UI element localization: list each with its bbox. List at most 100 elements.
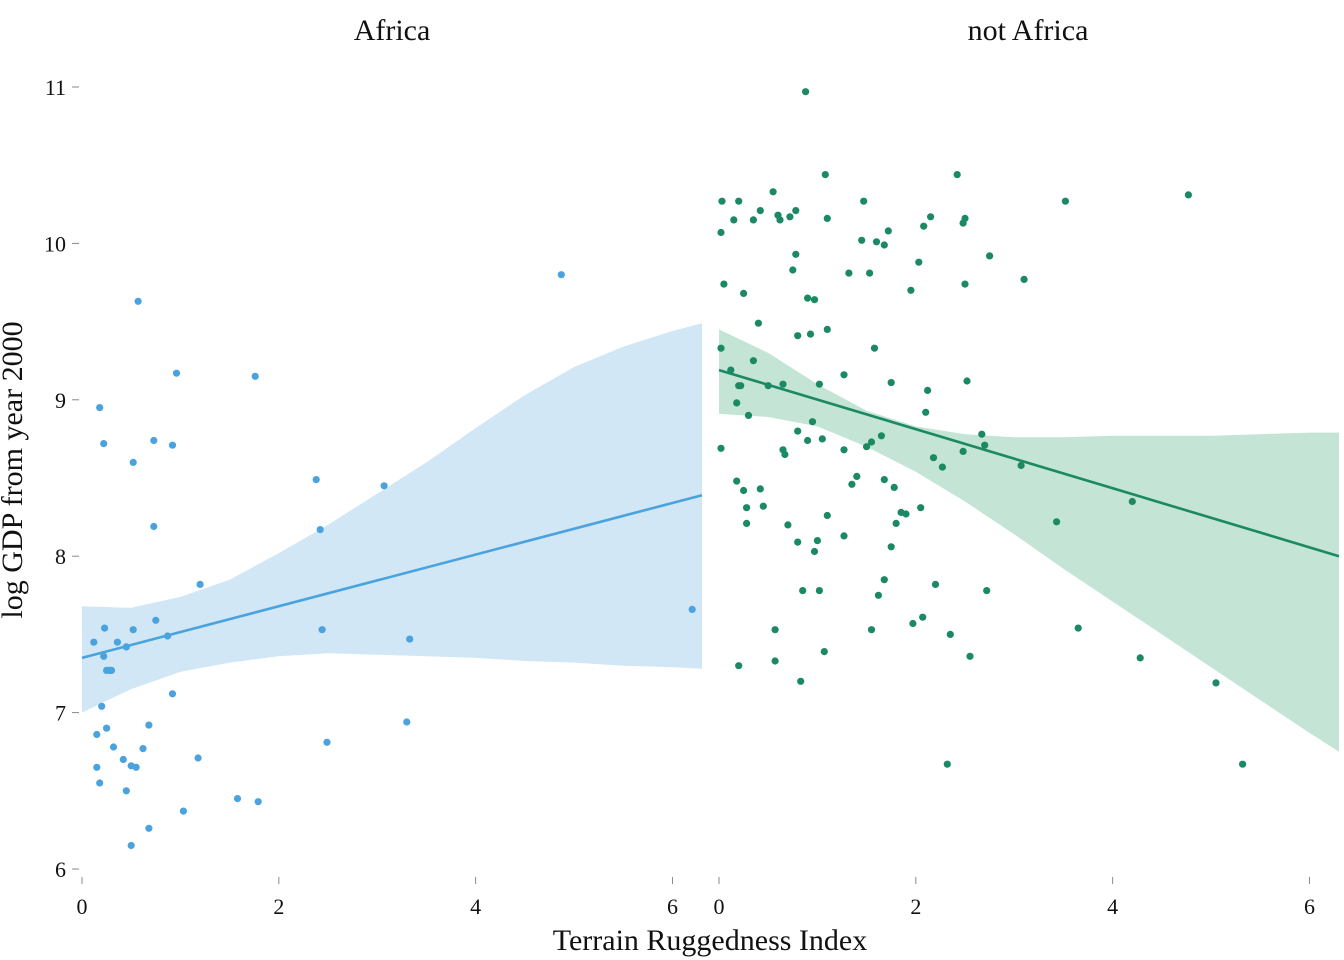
data-point (380, 482, 388, 490)
confidence-band (719, 329, 1339, 752)
data-point (922, 408, 930, 416)
data-point (1053, 518, 1061, 526)
data-point (779, 380, 787, 388)
data-point (840, 446, 848, 454)
data-point (931, 580, 940, 589)
data-point (179, 807, 187, 815)
data-point (792, 250, 800, 258)
data-point (863, 443, 871, 451)
data-point (880, 241, 888, 249)
data-point (1020, 275, 1028, 283)
y-tick-label: 11 (45, 75, 66, 100)
data-point (150, 436, 158, 445)
facet-title-not-africa: not Africa (968, 14, 1089, 47)
data-point (794, 427, 802, 435)
data-point (769, 188, 777, 196)
data-point (90, 638, 98, 646)
panel-not-africa-x-axis: 0 2 4 6 (714, 877, 1315, 919)
x-tick-label: 6 (667, 894, 678, 919)
facet-title-africa: Africa (354, 14, 431, 47)
data-point (733, 399, 741, 407)
panel-africa-trendline (81, 493, 703, 660)
data-point (794, 332, 802, 340)
data-point (688, 605, 696, 614)
data-point (815, 587, 824, 595)
data-point (872, 238, 881, 246)
panel-africa-band (82, 323, 702, 713)
trend-line (718, 368, 1340, 558)
data-point (759, 502, 767, 510)
data-point (887, 543, 895, 551)
data-point (880, 476, 888, 484)
data-point (737, 382, 745, 390)
data-point (323, 738, 331, 746)
data-point (718, 197, 726, 205)
data-point (821, 171, 829, 179)
data-point (799, 587, 807, 595)
data-point (983, 587, 991, 595)
data-point (943, 760, 951, 768)
trend-line (81, 493, 703, 660)
data-point (804, 294, 812, 302)
data-point (122, 643, 130, 651)
data-point (1061, 197, 1069, 205)
data-point (749, 357, 758, 365)
data-point (318, 626, 326, 634)
data-point (802, 88, 810, 96)
data-point (858, 236, 866, 244)
data-point (915, 258, 923, 266)
data-point (172, 369, 181, 377)
data-point (792, 207, 800, 215)
data-point (107, 666, 116, 675)
data-point (122, 787, 130, 795)
data-point (981, 441, 989, 449)
data-point (924, 386, 932, 394)
data-point (93, 730, 101, 739)
panel-africa-x-axis: 0 2 4 6 (77, 877, 678, 919)
data-point (749, 216, 758, 224)
data-point (961, 280, 969, 288)
data-point (917, 504, 925, 512)
data-point (727, 366, 735, 374)
data-point (853, 472, 861, 480)
data-point (101, 624, 109, 632)
data-point (818, 435, 826, 443)
data-point (733, 477, 741, 485)
data-point (961, 214, 969, 222)
data-point (756, 207, 764, 215)
data-point (919, 613, 927, 621)
data-point (867, 438, 876, 446)
data-point (953, 171, 961, 179)
data-point (815, 380, 824, 388)
data-point (874, 591, 883, 599)
data-point (907, 286, 915, 294)
panel-africa-points (90, 271, 696, 850)
data-point (902, 510, 910, 518)
data-point (150, 522, 158, 531)
data-point (1017, 461, 1025, 470)
data-point (946, 630, 954, 639)
panel-not-africa-trendline (718, 368, 1340, 558)
data-point (735, 197, 743, 205)
y-axis: 6 7 8 9 10 11 (44, 75, 79, 882)
data-point (730, 216, 738, 224)
x-tick-label: 4 (1107, 894, 1118, 919)
data-point (557, 271, 565, 279)
data-point (813, 537, 822, 545)
data-point (808, 418, 817, 426)
data-point (860, 197, 868, 205)
data-point (781, 450, 789, 459)
data-point (403, 718, 411, 726)
data-point (877, 432, 886, 440)
data-point (978, 430, 986, 438)
data-point (892, 519, 900, 528)
panel-africa: Africa 0 2 4 6 (77, 14, 703, 919)
x-tick-label: 0 (77, 894, 88, 919)
x-tick-label: 6 (1304, 894, 1315, 919)
data-point (134, 297, 142, 305)
data-point (1239, 760, 1247, 768)
data-point (194, 754, 202, 762)
x-axis-title: Terrain Ruggedness Index (553, 924, 867, 957)
data-point (1184, 191, 1192, 199)
data-point (823, 511, 831, 520)
